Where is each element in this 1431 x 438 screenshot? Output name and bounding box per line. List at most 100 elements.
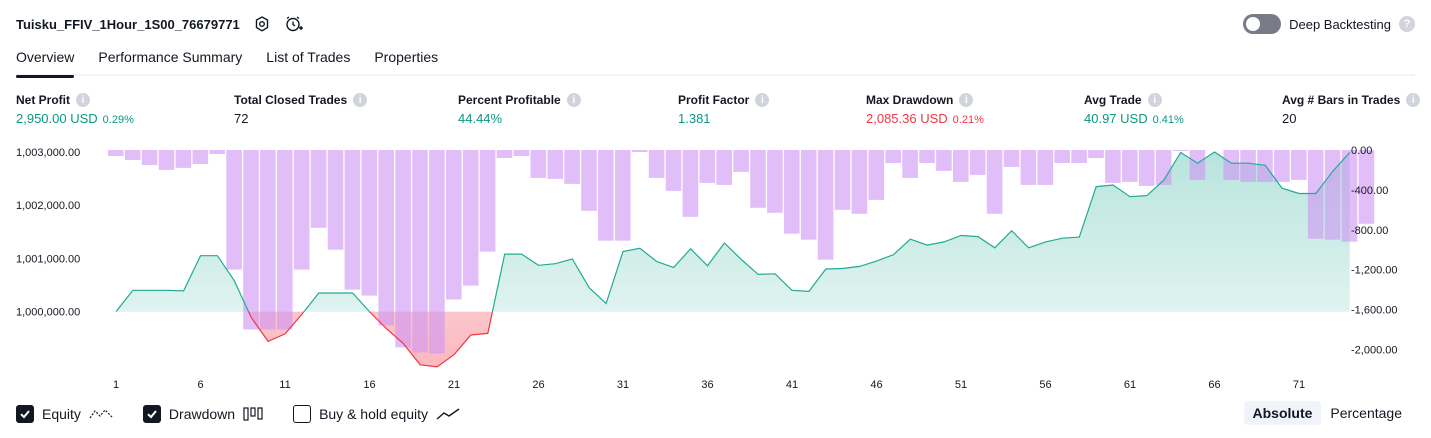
x-axis-tick: 51 (955, 379, 967, 391)
info-icon[interactable]: i (1147, 93, 1162, 107)
drawdown-bar (1138, 150, 1155, 186)
x-axis-tick: 66 (1208, 379, 1220, 391)
metric-profit-factor: Profit Factor i 1.381 (678, 93, 770, 126)
drawdown-bar (1358, 150, 1375, 224)
deep-backtesting-toggle[interactable] (1243, 14, 1282, 34)
drawdown-bar (1341, 150, 1358, 242)
add-alert-icon[interactable] (284, 14, 304, 34)
drawdown-bar (1105, 150, 1121, 183)
drawdown-bar (479, 150, 496, 252)
metric-value: 40.97 USD 0.41% (1084, 111, 1184, 126)
drawdown-bar (581, 150, 597, 211)
drawdown-bar (699, 150, 716, 183)
metric-percent: 0.21% (952, 114, 984, 126)
checkbox-unchecked[interactable] (293, 405, 312, 423)
x-axis-tick: 1 (113, 379, 119, 391)
drawdown-bar (124, 150, 141, 160)
drawdown-bar (902, 150, 918, 178)
metric-amount: 2,085.36 USD (866, 111, 948, 126)
drawdown-bar (1003, 150, 1020, 167)
buy-hold-label: Buy & hold equity (319, 406, 429, 422)
metric-amount: 2,950.00 USD (16, 111, 98, 126)
drawdown-bar (665, 150, 682, 191)
percentage-button[interactable]: Percentage (1330, 405, 1402, 421)
tab-properties[interactable]: Properties (374, 49, 439, 65)
drawdown-bar (513, 150, 530, 156)
info-icon[interactable]: i (1406, 93, 1421, 107)
drawdown-bar (936, 150, 952, 171)
metric-label: Max Drawdown (866, 93, 954, 107)
tab-overview[interactable]: Overview (16, 44, 75, 78)
drawdown-bar (631, 150, 648, 152)
metric-avg-bars: Avg # Bars in Trades i 20 (1282, 93, 1421, 126)
info-icon[interactable]: i (76, 93, 90, 107)
metric-amount: 40.97 USD (1084, 111, 1148, 126)
tab-bar: Overview Performance Summary List of Tra… (16, 44, 1415, 78)
right-axis-tick: -1,600.00 (1351, 305, 1397, 317)
drawdown-bar (344, 150, 361, 290)
drawdown-bar (158, 150, 175, 170)
x-axis-tick: 6 (197, 379, 203, 391)
drawdown-bar (817, 150, 834, 260)
checkbox-checked[interactable] (142, 405, 161, 423)
help-icon[interactable]: ? (1399, 16, 1415, 32)
drawdown-bar (530, 150, 547, 178)
equity-checkbox[interactable]: Equity (16, 405, 113, 423)
buy-hold-line-icon (436, 407, 460, 421)
gear-icon[interactable] (252, 14, 272, 34)
info-icon[interactable]: i (959, 93, 974, 107)
drawdown-bar (310, 150, 327, 228)
drawdown-bar (175, 150, 192, 168)
x-axis-tick: 26 (532, 379, 544, 391)
drawdown-checkbox[interactable]: Drawdown (142, 405, 263, 423)
drawdown-bar (1037, 150, 1054, 185)
tab-performance-summary[interactable]: Performance Summary (98, 49, 243, 65)
x-axis-tick: 71 (1293, 379, 1305, 391)
drawdown-bar (496, 150, 513, 158)
right-axis-tick: -400.00 (1351, 185, 1388, 197)
drawdown-bar (293, 150, 310, 270)
drawdown-label: Drawdown (168, 406, 236, 422)
toggle-knob (1246, 17, 1261, 31)
right-axis-tick: -1,200.00 (1351, 265, 1397, 277)
metric-max-drawdown: Max Drawdown i 2,085.36 USD 0.21% (866, 93, 984, 126)
x-axis-tick: 11 (279, 379, 290, 391)
drawdown-bar (834, 150, 851, 210)
equity-drawdown-chart[interactable]: 1,003,000.00 1,002,000.00 1,001,000.00 1,00… (0, 140, 1431, 395)
drawdown-bar (395, 150, 411, 348)
x-axis-tick: 21 (448, 379, 460, 391)
strategy-title: Tuisku_FFIV_1Hour_1S00_76679771 (16, 16, 240, 32)
metric-label: Total Closed Trades (234, 93, 348, 107)
tab-list-of-trades[interactable]: List of Trades (266, 49, 351, 65)
left-axis-tick: 1,003,000.00 (16, 147, 80, 159)
deep-backtesting-label: Deep Backtesting (1289, 16, 1391, 32)
metric-percent: 0.41% (1152, 114, 1184, 126)
buy-hold-checkbox[interactable]: Buy & hold equity (293, 405, 460, 423)
drawdown-bar (547, 150, 563, 179)
drawdown-bar (1088, 150, 1104, 158)
drawdown-bar (953, 150, 969, 182)
x-axis-tick: 61 (1124, 379, 1136, 391)
drawdown-bar (429, 150, 445, 354)
metric-label: Net Profit (16, 93, 70, 107)
drawdown-bar (733, 150, 749, 172)
drawdown-bar (1223, 150, 1239, 180)
info-icon[interactable]: i (755, 93, 770, 107)
x-axis-tick: 41 (786, 379, 798, 391)
metric-label: Percent Profitable (458, 93, 561, 107)
absolute-button[interactable]: Absolute (1243, 401, 1322, 425)
metric-percent: 0.29% (102, 114, 134, 126)
drawdown-bar (784, 150, 800, 234)
equity-line-icon (89, 407, 113, 421)
strategy-header: Tuisku_FFIV_1Hour_1S00_76679771 Deep Bac… (16, 12, 1415, 36)
drawdown-bar (716, 150, 732, 185)
left-axis-tick: 1,000,000.00 (16, 307, 80, 319)
info-icon[interactable]: i (566, 93, 581, 107)
drawdown-bar (885, 150, 901, 163)
metric-total-closed-trades: Total Closed Trades i 72 (234, 93, 368, 126)
info-icon[interactable]: i (353, 93, 368, 107)
drawdown-bar (1071, 150, 1087, 163)
checkbox-checked[interactable] (16, 405, 34, 423)
drawdown-bar (986, 150, 1003, 214)
drawdown-bar (192, 150, 209, 164)
